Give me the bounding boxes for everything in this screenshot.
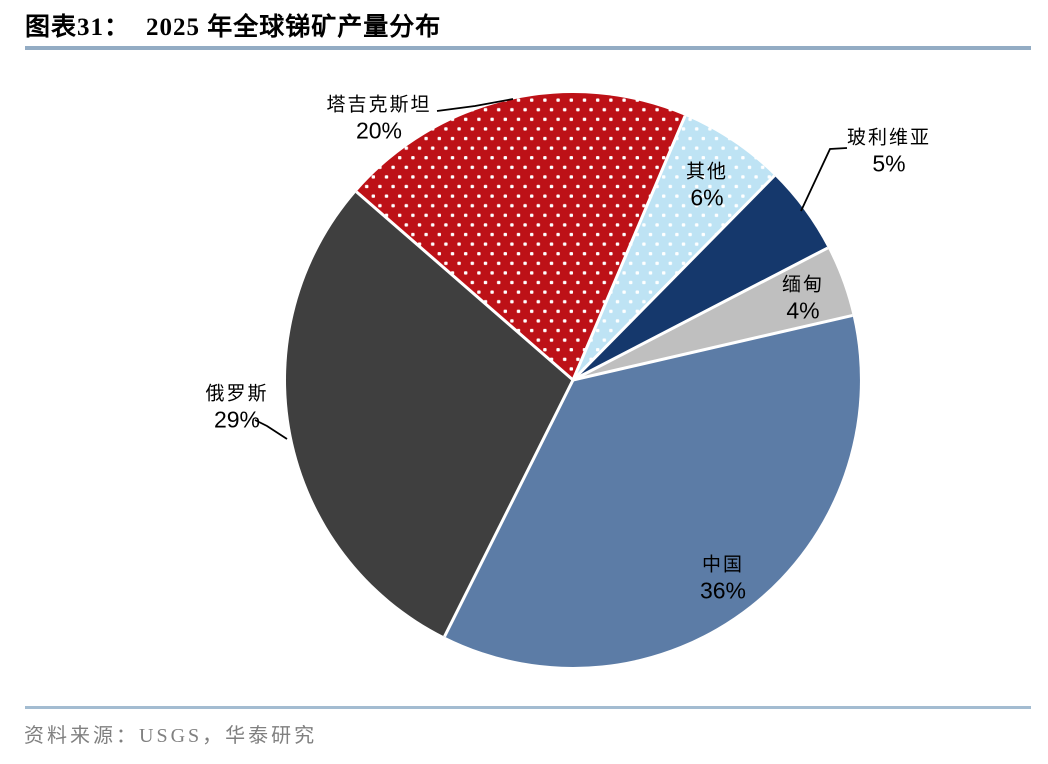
label-myanmar-pct: 4% xyxy=(786,297,820,324)
pie-slice-others xyxy=(573,115,775,381)
slice-separator xyxy=(572,313,853,382)
label-myanmar-name: 缅甸 xyxy=(781,274,825,296)
slice-separator xyxy=(443,379,575,638)
label-china-name: 中国 xyxy=(701,554,745,576)
label-china-pct: 36% xyxy=(699,577,747,604)
figure-number: 图表31： xyxy=(25,14,131,41)
label-others: 其他 6% xyxy=(686,160,728,211)
slice-separator xyxy=(355,190,574,382)
label-tajikistan-pct: 20% xyxy=(355,117,403,144)
label-tajikistan-name: 塔吉克斯坦 xyxy=(326,94,432,116)
label-russia-pct: 29% xyxy=(213,406,261,433)
label-bolivia-pct: 5% xyxy=(872,150,906,177)
pie-slice-separators xyxy=(355,115,853,638)
leader-line-tajikistan xyxy=(436,98,514,112)
label-bolivia: 玻利维亚 5% xyxy=(847,126,931,177)
pie-slice-russia xyxy=(286,191,573,637)
pie-slice-myanmar xyxy=(573,247,853,380)
label-tajikistan: 塔吉克斯坦 20% xyxy=(326,93,431,144)
figure-title-text: 2025 年全球锑矿产量分布 xyxy=(146,14,442,41)
label-myanmar: 缅甸 4% xyxy=(782,273,824,324)
title-underline xyxy=(25,46,1031,50)
footer-rule xyxy=(25,706,1031,709)
leader-line-bolivia xyxy=(800,147,848,212)
pie-slice-bolivia xyxy=(573,175,828,380)
label-russia: 俄罗斯 29% xyxy=(205,382,268,433)
slice-separator xyxy=(571,174,776,382)
pie-slice-china xyxy=(444,315,860,667)
label-bolivia-name: 玻利维亚 xyxy=(846,127,932,149)
leader-line-russia xyxy=(254,419,288,440)
label-russia-name: 俄罗斯 xyxy=(205,383,269,405)
label-others-name: 其他 xyxy=(685,161,729,183)
label-china: 中国 36% xyxy=(700,553,746,604)
figure-title: 图表31： 2025 年全球锑矿产量分布 xyxy=(25,7,441,43)
source-text: 资料来源：USGS，华泰研究 xyxy=(24,725,318,747)
slice-separator xyxy=(571,115,687,381)
label-others-pct: 6% xyxy=(690,184,724,211)
slice-separator xyxy=(572,246,829,382)
